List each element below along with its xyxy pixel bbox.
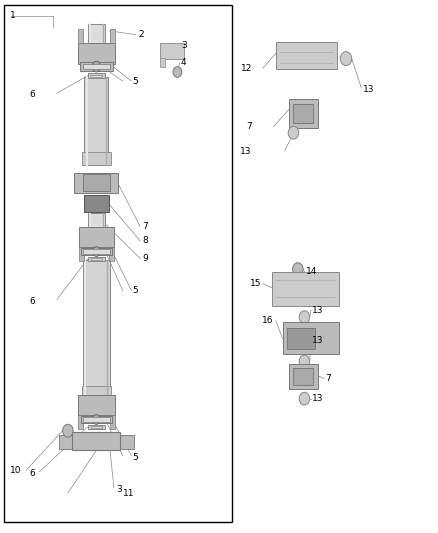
FancyBboxPatch shape — [110, 415, 115, 429]
Text: 3: 3 — [116, 485, 122, 494]
Text: 13: 13 — [363, 85, 374, 94]
FancyBboxPatch shape — [283, 322, 339, 354]
FancyBboxPatch shape — [84, 77, 109, 165]
FancyBboxPatch shape — [289, 364, 318, 389]
FancyBboxPatch shape — [82, 64, 110, 69]
FancyBboxPatch shape — [88, 213, 105, 232]
Circle shape — [299, 355, 310, 368]
Text: 16: 16 — [262, 317, 274, 325]
FancyBboxPatch shape — [287, 328, 315, 349]
FancyBboxPatch shape — [72, 432, 120, 450]
FancyBboxPatch shape — [78, 29, 83, 43]
Text: 5: 5 — [133, 453, 138, 462]
FancyBboxPatch shape — [83, 249, 110, 254]
FancyBboxPatch shape — [74, 173, 118, 193]
Text: 13: 13 — [312, 394, 324, 403]
Text: 14: 14 — [306, 268, 317, 276]
FancyBboxPatch shape — [88, 24, 105, 43]
Text: 1: 1 — [10, 12, 15, 20]
FancyBboxPatch shape — [276, 42, 337, 69]
FancyBboxPatch shape — [78, 43, 115, 64]
FancyBboxPatch shape — [83, 417, 110, 422]
Circle shape — [92, 415, 100, 424]
Text: 9: 9 — [142, 254, 148, 263]
Text: 13: 13 — [312, 306, 324, 314]
FancyBboxPatch shape — [82, 152, 110, 165]
FancyBboxPatch shape — [91, 258, 102, 260]
FancyBboxPatch shape — [293, 104, 313, 123]
Text: 7: 7 — [246, 123, 252, 131]
FancyBboxPatch shape — [81, 248, 112, 255]
FancyBboxPatch shape — [272, 272, 339, 306]
Text: 12: 12 — [240, 64, 252, 72]
FancyBboxPatch shape — [80, 62, 113, 71]
FancyBboxPatch shape — [79, 247, 84, 261]
Text: 6: 6 — [30, 469, 35, 478]
FancyBboxPatch shape — [78, 415, 83, 429]
Text: 3: 3 — [181, 41, 187, 50]
FancyBboxPatch shape — [289, 99, 318, 128]
FancyBboxPatch shape — [120, 435, 134, 449]
FancyBboxPatch shape — [4, 5, 232, 522]
Text: 5: 5 — [133, 286, 138, 295]
Circle shape — [173, 67, 182, 77]
Text: 4: 4 — [181, 59, 187, 67]
Circle shape — [92, 61, 101, 72]
FancyBboxPatch shape — [293, 368, 313, 385]
FancyBboxPatch shape — [84, 195, 109, 212]
FancyBboxPatch shape — [59, 435, 72, 449]
Text: 7: 7 — [142, 222, 148, 231]
Text: 10: 10 — [10, 466, 21, 474]
Circle shape — [299, 311, 310, 324]
Circle shape — [340, 52, 352, 66]
Text: 2: 2 — [138, 30, 144, 39]
Text: 7: 7 — [325, 374, 331, 383]
FancyBboxPatch shape — [79, 227, 114, 247]
FancyBboxPatch shape — [91, 426, 102, 427]
Text: 6: 6 — [30, 297, 35, 305]
FancyBboxPatch shape — [82, 386, 110, 400]
FancyBboxPatch shape — [88, 424, 105, 430]
FancyBboxPatch shape — [88, 73, 105, 78]
Text: 6: 6 — [30, 91, 35, 99]
Circle shape — [63, 424, 73, 437]
FancyBboxPatch shape — [160, 43, 184, 59]
Circle shape — [288, 126, 299, 139]
FancyBboxPatch shape — [78, 395, 115, 415]
Text: 5: 5 — [133, 77, 138, 85]
FancyBboxPatch shape — [83, 260, 110, 400]
Text: 13: 13 — [240, 148, 252, 156]
Text: 11: 11 — [123, 489, 134, 497]
Text: 8: 8 — [142, 237, 148, 245]
Circle shape — [299, 392, 310, 405]
FancyBboxPatch shape — [81, 416, 112, 423]
FancyBboxPatch shape — [109, 247, 114, 261]
FancyBboxPatch shape — [83, 174, 110, 191]
Text: 15: 15 — [250, 279, 261, 288]
Circle shape — [92, 247, 100, 256]
FancyBboxPatch shape — [160, 58, 165, 67]
FancyBboxPatch shape — [90, 75, 102, 77]
FancyBboxPatch shape — [110, 29, 115, 43]
Circle shape — [293, 263, 303, 276]
Text: 13: 13 — [312, 336, 324, 344]
FancyBboxPatch shape — [88, 256, 105, 261]
